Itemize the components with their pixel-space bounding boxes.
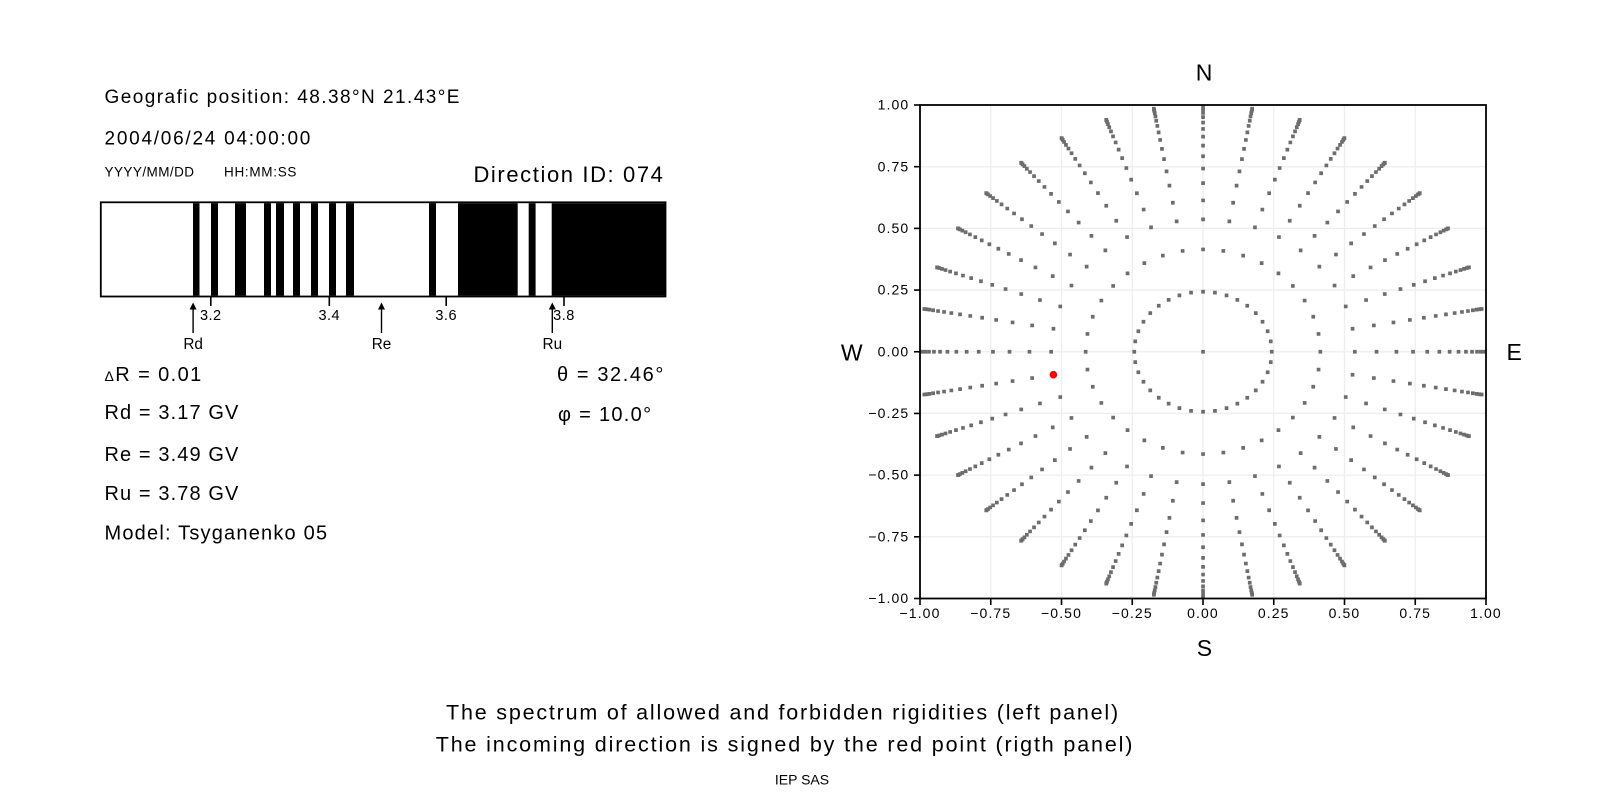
svg-text:Direction ID: 074: Direction ID: 074	[473, 162, 664, 187]
svg-text:−0.50: −0.50	[1041, 605, 1082, 621]
svg-text:S: S	[1197, 635, 1212, 661]
svg-text:θ = 32.46°: θ = 32.46°	[557, 364, 665, 386]
svg-text:3.8: 3.8	[553, 308, 575, 324]
svg-text:0.25: 0.25	[878, 282, 910, 298]
svg-text:IEP SAS: IEP SAS	[775, 772, 829, 788]
svg-text:−0.25: −0.25	[1112, 605, 1153, 621]
svg-text:0.75: 0.75	[1399, 605, 1431, 621]
svg-text:−0.75: −0.75	[868, 528, 909, 544]
svg-text:0.00: 0.00	[1187, 605, 1219, 621]
svg-text:Re: Re	[372, 336, 392, 353]
svg-text:Ru = 3.78 GV: Ru = 3.78 GV	[105, 483, 240, 505]
svg-text:0.50: 0.50	[1329, 605, 1361, 621]
svg-text:1.00: 1.00	[1470, 605, 1502, 621]
svg-text:Re = 3.49 GV: Re = 3.49 GV	[105, 444, 240, 466]
svg-text:Geografic position: 48.38°N 21: Geografic position: 48.38°N 21.43°E	[105, 87, 461, 108]
svg-text:3.4: 3.4	[318, 308, 340, 324]
svg-text:E: E	[1507, 339, 1522, 365]
svg-text:ΔR = 0.01: ΔR = 0.01	[105, 364, 203, 386]
svg-text:−1.00: −1.00	[900, 605, 941, 621]
svg-text:−0.75: −0.75	[970, 605, 1011, 621]
svg-text:Model: Tsyganenko 05: Model: Tsyganenko 05	[105, 523, 329, 545]
svg-text:Rd: Rd	[183, 336, 203, 353]
svg-text:N: N	[1196, 60, 1213, 86]
svg-text:−0.25: −0.25	[868, 405, 909, 421]
svg-text:0.75: 0.75	[878, 158, 910, 174]
svg-text:2004/06/24 04:00:00: 2004/06/24 04:00:00	[105, 129, 313, 150]
svg-text:0.50: 0.50	[878, 220, 910, 236]
svg-text:0.00: 0.00	[878, 343, 910, 359]
svg-text:1.00: 1.00	[878, 97, 910, 113]
svg-text:−0.50: −0.50	[868, 467, 909, 483]
svg-text:φ = 10.0°: φ = 10.0°	[558, 404, 652, 426]
svg-text:Rd = 3.17 GV: Rd = 3.17 GV	[105, 402, 240, 424]
svg-text:Ru: Ru	[543, 336, 563, 353]
svg-text:3.6: 3.6	[435, 308, 457, 324]
svg-text:HH:MM:SS: HH:MM:SS	[224, 165, 297, 180]
svg-text:The spectrum of allowed and fo: The spectrum of allowed and forbidden ri…	[446, 701, 1120, 725]
svg-text:W: W	[841, 340, 863, 366]
svg-text:YYYY/MM/DD: YYYY/MM/DD	[105, 165, 195, 180]
svg-text:0.25: 0.25	[1258, 605, 1290, 621]
svg-text:3.2: 3.2	[200, 308, 222, 324]
svg-text:−1.00: −1.00	[868, 590, 909, 606]
svg-text:The incoming direction is sign: The incoming direction is signed by the …	[436, 733, 1135, 757]
